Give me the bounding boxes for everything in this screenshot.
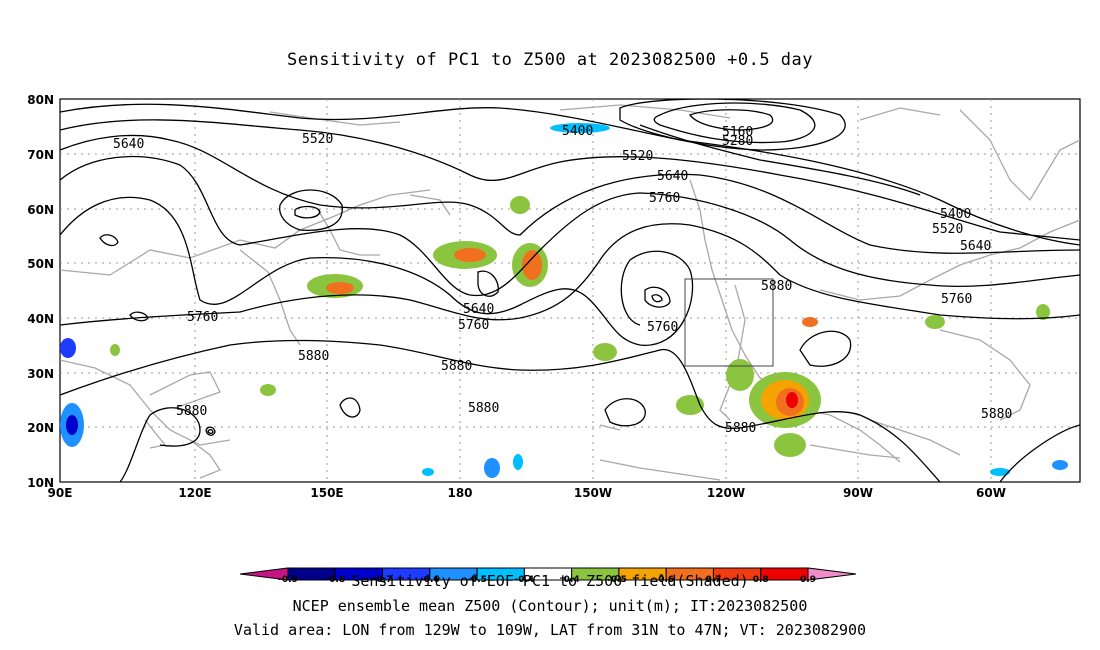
lat-label: 80N bbox=[27, 93, 54, 107]
lat-label: 10N bbox=[27, 476, 54, 490]
contour-label: 5400 bbox=[940, 207, 971, 222]
lon-label: 150E bbox=[310, 486, 343, 500]
lon-label: 90E bbox=[48, 486, 73, 500]
contour-label: 5400 bbox=[562, 124, 593, 139]
map-title: Sensitivity of PC1 to Z500 at 2023082500… bbox=[286, 50, 813, 70]
colorbar-tick-label: 0.9 bbox=[800, 575, 816, 585]
colorbar-max-triangle bbox=[807, 567, 857, 581]
lon-label: 60W bbox=[976, 486, 1006, 500]
lat-axis: 80N 70N 60N 50N 40N 30N 20N 10N bbox=[27, 93, 54, 490]
colorbar-tick-label: -0.4 bbox=[514, 575, 535, 585]
colorbar-tick-label: -0.5 bbox=[467, 575, 487, 585]
lat-label: 50N bbox=[27, 257, 54, 271]
contour-label: 5880 bbox=[761, 279, 792, 294]
contour-label: 5760 bbox=[187, 310, 218, 325]
contour-label: 5640 bbox=[113, 137, 144, 152]
colorbar-tick-label: -0.8 bbox=[325, 575, 346, 585]
z500-contours bbox=[60, 99, 1080, 482]
contour-label: 5640 bbox=[463, 302, 494, 317]
lon-label: 150W bbox=[574, 486, 612, 500]
lat-label: 30N bbox=[27, 367, 54, 381]
colorbar-tick-label: -0.9 bbox=[278, 575, 298, 585]
footer-line-1: Sensitivity of EOF PC1 to Z500 field(Sha… bbox=[351, 572, 749, 590]
colorbar bbox=[240, 567, 857, 581]
colorbar-tick-label: -0.6 bbox=[419, 575, 440, 585]
lon-label: 120E bbox=[178, 486, 211, 500]
lon-label: 180 bbox=[447, 486, 472, 500]
contour-label: 5640 bbox=[657, 169, 688, 184]
colorbar-tick-label: 0.4 bbox=[563, 575, 580, 585]
lat-label: 60N bbox=[27, 203, 54, 217]
lat-label: 20N bbox=[27, 421, 54, 435]
contour-label: 5520 bbox=[622, 149, 653, 164]
contour-label: 5760 bbox=[647, 320, 678, 335]
lon-axis: 90E 120E 150E 180 150W 120W 90W 60W bbox=[48, 486, 1006, 500]
contour-label: 5880 bbox=[468, 401, 499, 416]
contour-label: 5880 bbox=[176, 404, 207, 419]
contour-label: 5760 bbox=[649, 191, 680, 206]
gridlines bbox=[60, 99, 1080, 482]
contour-label: 5760 bbox=[458, 318, 489, 333]
lon-label: 90W bbox=[843, 486, 873, 500]
colorbar-tick-label: 0.5 bbox=[610, 575, 627, 585]
contour-label: 5880 bbox=[725, 421, 756, 436]
contour-label: 5520 bbox=[932, 222, 963, 237]
lat-label: 40N bbox=[27, 312, 54, 326]
colorbar-tick-label: 0.8 bbox=[752, 575, 769, 585]
contour-label: 5880 bbox=[981, 407, 1012, 422]
contour-label: 5280 bbox=[722, 134, 753, 149]
lat-label: 70N bbox=[27, 148, 54, 162]
colorbar-tick-label: -0.7 bbox=[372, 575, 393, 585]
footer-line-3: Valid area: LON from 129W to 109W, LAT f… bbox=[233, 621, 867, 639]
coastlines bbox=[60, 104, 1080, 481]
contour-label: 5880 bbox=[298, 349, 329, 364]
contour-labels: 5640 5520 5400 5160 5280 5520 5640 5760 … bbox=[113, 124, 1012, 436]
contour-label: 5640 bbox=[960, 239, 991, 254]
lon-label: 120W bbox=[707, 486, 745, 500]
contour-label: 5760 bbox=[941, 292, 972, 307]
colorbar-tick-label: 0.6 bbox=[658, 575, 675, 585]
colorbar-tick-label: 0.7 bbox=[705, 575, 722, 585]
valid-area-box bbox=[684, 278, 774, 367]
footer-line-2: NCEP ensemble mean Z500 (Contour); unit(… bbox=[292, 597, 808, 615]
contour-label: 5160 bbox=[722, 125, 753, 140]
contour-label: 5520 bbox=[302, 132, 333, 147]
contour-label: 5880 bbox=[441, 359, 472, 374]
sensitivity-shading bbox=[60, 123, 1068, 478]
